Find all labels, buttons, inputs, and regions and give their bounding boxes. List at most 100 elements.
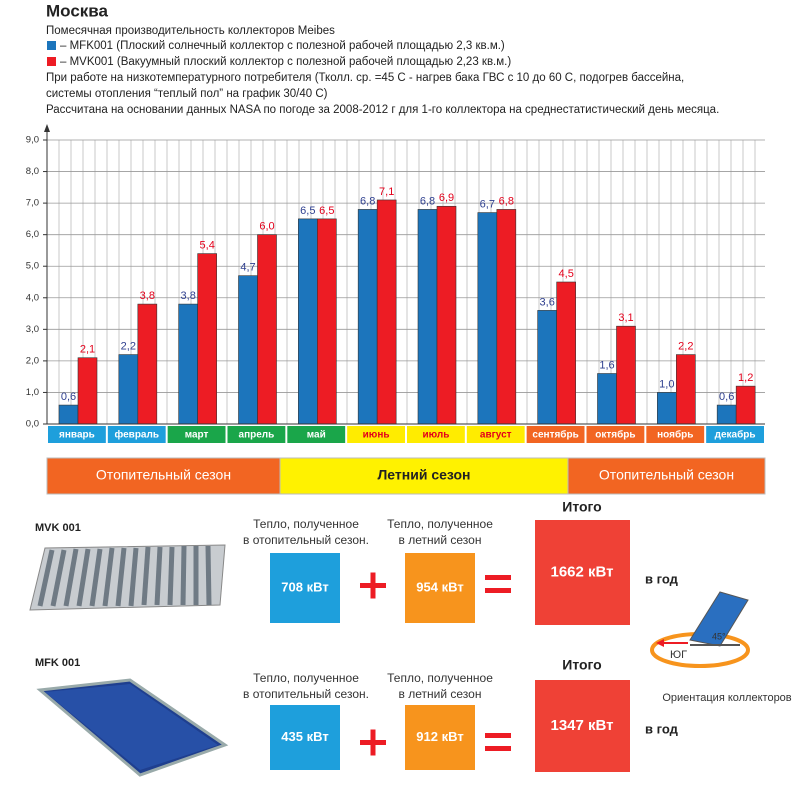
category-cell	[48, 426, 106, 443]
value-label: 0,6	[61, 391, 76, 403]
x-tick-label: декабрь	[715, 429, 756, 441]
heating-value: 708 кВт	[281, 579, 328, 594]
value-label: 4,7	[240, 262, 255, 274]
angle: 45°	[712, 631, 726, 641]
axis-arrow	[44, 124, 50, 132]
bar	[676, 354, 696, 425]
value-label: 3,1	[618, 312, 633, 324]
y-tick-label: 6,0	[26, 229, 39, 240]
total-box	[535, 520, 630, 625]
orientation-caption: Ориентация коллекторов	[662, 692, 791, 704]
title: Москва	[46, 1, 109, 20]
y-tick-label: 0,0	[26, 419, 39, 430]
y-tick-label: 5,0	[26, 261, 39, 272]
value-label: 3,8	[181, 290, 196, 302]
note: При работе на низкотемпературного потреб…	[46, 72, 684, 84]
bar	[477, 212, 498, 425]
model-name: MVK 001	[35, 522, 81, 534]
heating-label: Тепло, полученное	[253, 517, 359, 531]
value-label: 2,1	[80, 344, 95, 356]
bar	[357, 209, 378, 425]
summer-label: в летний сезон	[399, 533, 482, 547]
value-label: 1,0	[659, 378, 674, 390]
total-box	[535, 680, 630, 772]
y-tick-label: 1,0	[26, 387, 39, 398]
season-band	[567, 457, 766, 495]
y-tick-label: 2,0	[26, 355, 39, 366]
total-label: Итого	[562, 499, 601, 515]
legend-entry: – MVK001 (Вакуумный плоский коллектор с …	[60, 56, 511, 68]
y-tick-label: 3,0	[26, 324, 39, 335]
y-tick-label: 4,0	[26, 292, 39, 303]
category-cell	[646, 426, 705, 443]
category-cell	[167, 426, 226, 443]
x-tick-label: октябрь	[595, 429, 635, 441]
bar	[496, 209, 517, 425]
heating-label: в отопительный сезон.	[243, 687, 369, 701]
legend-entry: – MFK001 (Плоский солнечный коллектор с …	[60, 40, 505, 52]
summer-value: 912 кВт	[416, 729, 463, 744]
direction: ЮГ	[670, 649, 687, 661]
mfk-image	[36, 678, 229, 777]
value-label: 6,5	[319, 205, 334, 217]
bar	[616, 325, 636, 425]
summer-box	[405, 705, 475, 770]
bar	[77, 357, 98, 425]
bar	[257, 234, 277, 425]
summer-label: в летний сезон	[399, 687, 482, 701]
x-tick-label: апрель	[239, 430, 275, 441]
bar	[376, 199, 397, 425]
bar	[197, 253, 217, 425]
category-cell	[407, 426, 465, 443]
note: Помесячная производительность коллекторо…	[46, 25, 335, 37]
bar	[716, 404, 737, 425]
bar	[58, 404, 79, 425]
value-label: 6,0	[259, 221, 274, 233]
equals-sign	[485, 575, 511, 751]
bar	[735, 385, 756, 425]
value-label: 3,6	[540, 296, 555, 308]
x-tick-label: август	[480, 430, 512, 441]
value-label: 4,5	[559, 268, 574, 280]
x-tick-label: январь	[59, 430, 95, 441]
model-name: MFK 001	[35, 657, 80, 669]
total-label: Итого	[562, 657, 601, 673]
summer-label: Тепло, полученное	[387, 671, 493, 685]
y-tick-label: 7,0	[26, 198, 39, 209]
season-label: Отопительный сезон	[599, 467, 734, 483]
category-cell	[347, 426, 405, 443]
bar	[118, 354, 139, 425]
mvk-image	[29, 544, 226, 611]
value-label: 6,5	[300, 205, 315, 217]
season-label: Отопительный сезон	[96, 467, 231, 483]
x-tick-label: июнь	[363, 430, 390, 441]
category-cell	[466, 426, 525, 443]
value-label: 5,4	[200, 240, 215, 252]
heating-label: в отопительный сезон.	[243, 533, 369, 547]
heating-box	[270, 553, 340, 623]
bar	[417, 209, 438, 425]
heating-value: 435 кВт	[281, 729, 328, 744]
bar	[298, 218, 318, 425]
category-cell	[526, 426, 585, 443]
total-value: 1347 кВт	[550, 717, 613, 734]
note: Рассчитана на основании данных NASA по п…	[46, 104, 719, 116]
bar	[137, 303, 158, 425]
x-tick-label: ноябрь	[657, 429, 693, 441]
category-cell	[706, 426, 764, 443]
summer-value: 954 кВт	[416, 579, 463, 594]
category-cell	[586, 426, 645, 443]
season-band	[46, 457, 281, 495]
total-value: 1662 кВт	[550, 563, 613, 580]
orientation-icon	[650, 591, 750, 668]
category-cell	[287, 426, 346, 443]
y-tick-label: 9,0	[26, 135, 39, 146]
bar	[436, 205, 457, 425]
value-label: 2,2	[121, 340, 136, 352]
note: системы отопления “теплый пол” на график…	[46, 88, 328, 100]
value-label: 3,8	[140, 290, 155, 302]
value-label: 2,2	[678, 340, 693, 352]
value-label: 1,2	[738, 372, 753, 384]
value-label: 6,7	[480, 198, 495, 210]
